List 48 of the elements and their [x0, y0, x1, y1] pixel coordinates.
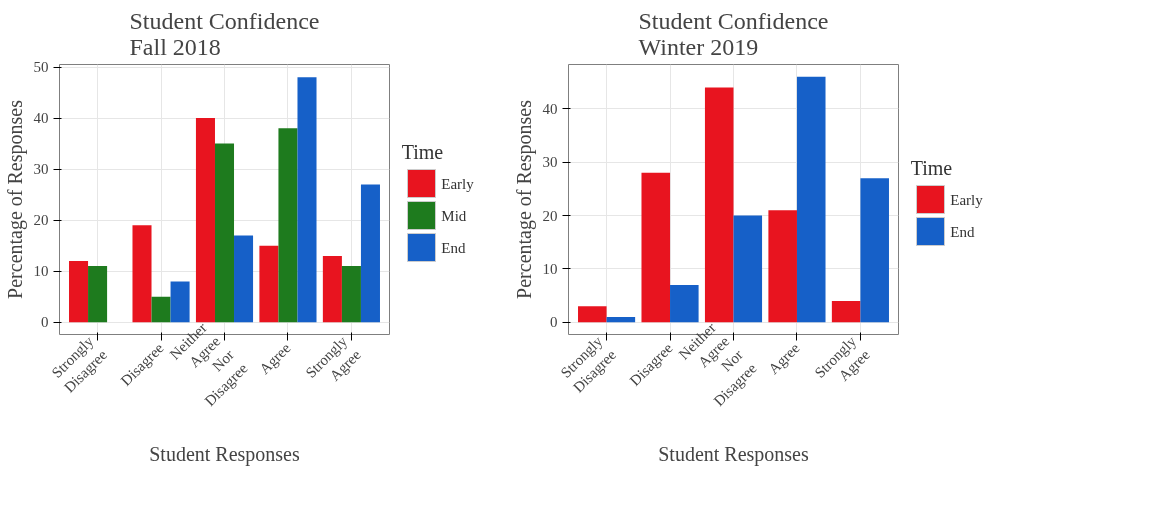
bar [641, 172, 671, 323]
x-axis-title: Student Responses [658, 443, 809, 467]
y-tick-label: 20 [33, 212, 49, 229]
legend-title: Time [910, 156, 953, 179]
y-tick-label: 10 [542, 260, 558, 277]
legend-label: End [950, 223, 975, 240]
chart-title: Student Confidence Winter 2019 [638, 7, 829, 60]
bar [195, 118, 215, 323]
bar [214, 143, 235, 323]
y-tick-label: 0 [550, 314, 558, 331]
chart-title: Student Confidence Fall 2018 [129, 7, 320, 60]
bar [860, 178, 889, 323]
legend-label: Mid [441, 207, 467, 224]
bar [132, 225, 152, 323]
y-tick-label: 10 [33, 263, 49, 280]
bar [360, 184, 380, 323]
bar [278, 128, 298, 323]
bar [322, 255, 342, 323]
legend-label: Early [441, 175, 475, 192]
bar [259, 245, 279, 323]
bar [297, 77, 317, 323]
y-axis-title: Percentage of Responses [512, 99, 536, 299]
y-tick-label: 50 [33, 59, 49, 76]
y-tick-label: 20 [542, 207, 558, 224]
legend-label: End [441, 239, 466, 256]
legend-label: Early [950, 191, 984, 208]
bar [88, 266, 108, 323]
bar [234, 235, 254, 323]
bar [796, 76, 826, 323]
bar [831, 300, 861, 323]
y-tick-label: 0 [41, 314, 49, 331]
legend-title: Time [401, 140, 444, 163]
y-tick-label: 30 [33, 161, 49, 178]
bar [69, 261, 89, 323]
bar [606, 316, 636, 323]
x-axis-title: Student Responses [149, 443, 300, 467]
y-tick-label: 30 [542, 154, 558, 171]
bar [578, 306, 607, 323]
bar [341, 266, 361, 323]
bar [170, 281, 190, 323]
bar [670, 284, 699, 323]
y-tick-label: 40 [542, 100, 558, 117]
bar [733, 215, 763, 323]
y-tick-label: 40 [33, 110, 49, 127]
bar [768, 210, 797, 323]
y-axis-title: Percentage of Responses [3, 99, 27, 299]
bar [704, 87, 734, 323]
bar [151, 296, 171, 323]
